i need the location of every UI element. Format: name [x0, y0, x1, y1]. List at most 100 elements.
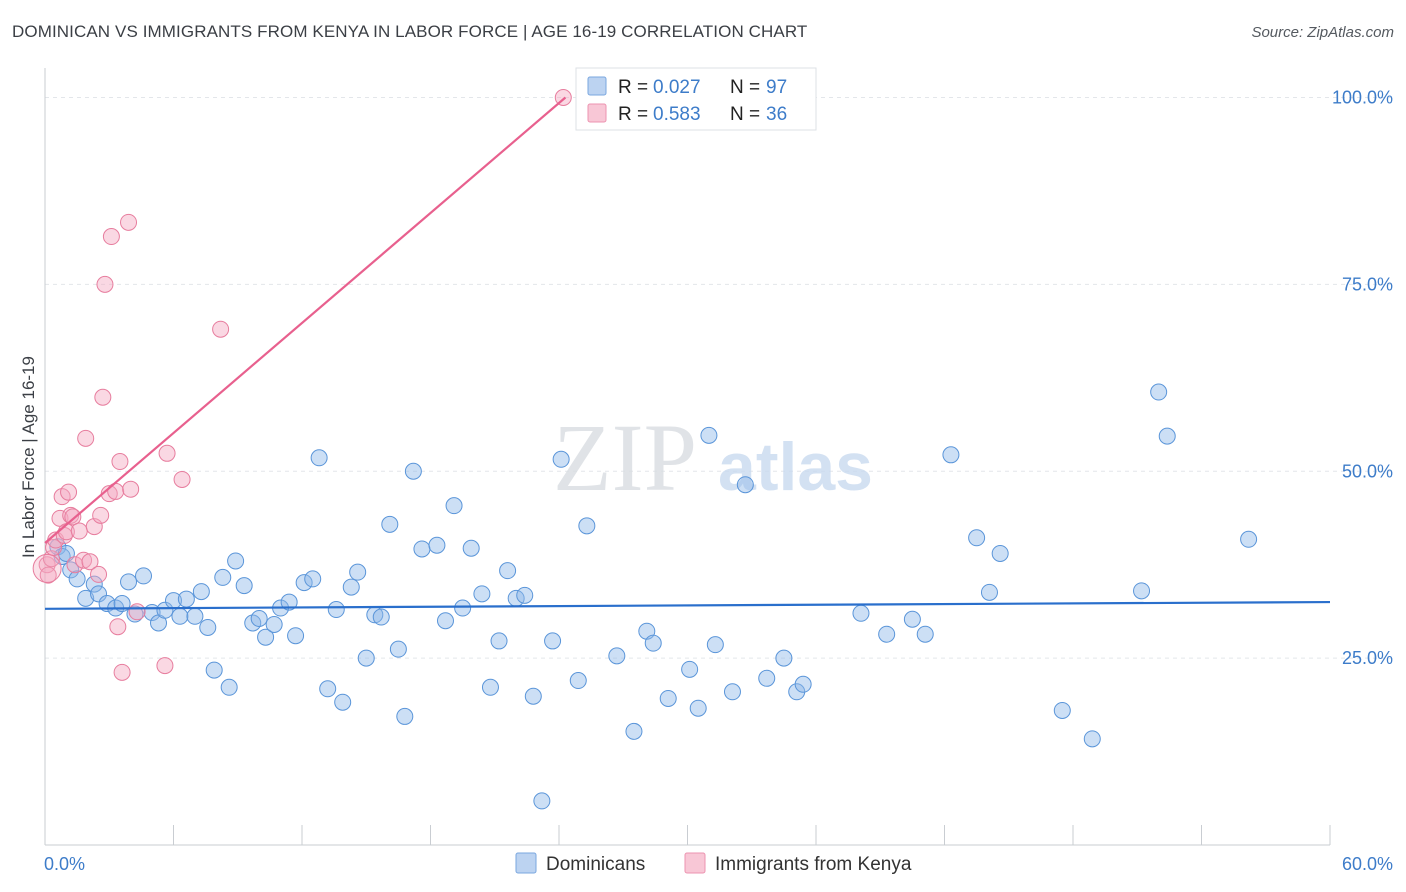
legend-n-label-2: N = [730, 104, 760, 125]
dominicans-point-89 [991, 544, 1009, 562]
dominicans-point-18 [171, 607, 189, 625]
axes [44, 68, 1331, 846]
dominicans-point-40 [334, 693, 352, 711]
watermark-atlas: atlas [718, 429, 873, 505]
dominicans-point-52 [436, 612, 454, 630]
gridlines [45, 97, 1392, 659]
y-axis-label: In Labor Force | Age 16-19 [19, 356, 38, 558]
dominicans-point-4 [68, 570, 86, 588]
dominicans-point-19 [177, 590, 195, 608]
y-tick-label-1: 50.0% [1342, 461, 1393, 481]
legend-n-value-2: 36 [766, 104, 787, 125]
legend-swatch-kenya [587, 103, 607, 123]
dominicans-point-35 [295, 574, 313, 592]
kenya-point-32 [158, 444, 176, 462]
dominicans-point-92 [1133, 582, 1151, 600]
source-label: Source: ZipAtlas.com [1251, 24, 1394, 41]
y-tick-label-2: 75.0% [1342, 274, 1393, 294]
dominicans-point-23 [205, 661, 223, 679]
bottom-legend-swatch-kenya [684, 852, 706, 874]
dominicans-point-59 [499, 562, 517, 580]
legend-n-value-1: 97 [766, 77, 787, 98]
kenya-point-27 [113, 663, 131, 681]
kenya-point-30 [128, 603, 146, 621]
dominicans-point-20 [186, 607, 204, 625]
kenya-point-18 [90, 565, 108, 583]
x-tick-label-max: 60.0% [1342, 854, 1393, 874]
dominicans-point-42 [349, 563, 367, 581]
kenya-point-large [32, 553, 62, 583]
dominicans-point-16 [156, 601, 174, 619]
dominicans-point-82 [852, 604, 870, 622]
kenya-point-9 [60, 483, 78, 501]
kenya-trend-line [44, 96, 567, 544]
dominicans-point-56 [473, 585, 491, 603]
dominicans-point-21 [192, 583, 210, 601]
kenya-point-26 [111, 453, 129, 471]
dominicans-point-88 [980, 583, 998, 601]
dominicans-point-62 [524, 687, 542, 705]
watermark-zip: ZIP [553, 404, 697, 511]
dominicans-point-77 [736, 476, 754, 494]
dominicans-point-36 [304, 570, 322, 588]
kenya-point-28 [120, 213, 138, 231]
dominicans-point-26 [227, 552, 245, 570]
dominicans-point-73 [689, 699, 707, 717]
dominicans-point-78 [758, 669, 776, 687]
dominicans-point-13 [135, 567, 153, 585]
dominicans-point-41 [342, 578, 360, 596]
dominicans-point-38 [319, 680, 337, 698]
dominicans-point-85 [916, 625, 934, 643]
kenya-point-13 [70, 522, 88, 540]
dominicans-point-65 [552, 450, 570, 468]
kenya-point-11 [64, 508, 82, 526]
dominicans-point-61 [516, 586, 534, 604]
dominicans-point-87 [968, 529, 986, 547]
series-kenya [32, 89, 572, 681]
dominicans-point-58 [490, 632, 508, 650]
kenya-point-25 [109, 618, 127, 636]
kenya-point-34 [212, 320, 230, 338]
dominicans-point-95 [1240, 530, 1258, 548]
bottom-legend-label-dominicans: Dominicans [546, 854, 645, 875]
kenya-point-21 [96, 275, 114, 293]
legend-n-label-1: N = [730, 77, 760, 98]
dominicans-point-11 [120, 573, 138, 591]
legend-r-label-1: R = [618, 77, 648, 98]
kenya-point-23 [102, 228, 120, 246]
legend-r-value-1: 0.027 [653, 77, 701, 98]
dominicans-point-27 [235, 577, 253, 595]
dominicans-point-49 [404, 462, 422, 480]
correlation-legend: R = 0.027 N = 97 R = 0.583 N = 36 [575, 67, 817, 131]
dominicans-point-12 [126, 605, 144, 623]
dominicans-point-94 [1158, 427, 1176, 445]
kenya-point-24 [107, 482, 125, 500]
kenya-point-15 [77, 429, 95, 447]
dominicans-point-54 [454, 599, 472, 617]
dominicans-point-71 [659, 689, 677, 707]
dominicans-point-37 [310, 449, 328, 467]
dominicans-point-24 [214, 568, 232, 586]
dominicans-point-76 [723, 683, 741, 701]
dominicans-point-47 [389, 640, 407, 658]
kenya-point-31 [156, 657, 174, 675]
dominicans-point-55 [462, 539, 480, 557]
dominicans-point-69 [625, 722, 643, 740]
legend-swatch-dominicans [587, 76, 607, 96]
dominicans-point-90 [1053, 701, 1071, 719]
legend-r-value-2: 0.583 [653, 104, 701, 125]
kenya-point-33 [173, 470, 191, 488]
kenya-point-16 [81, 553, 99, 571]
y-tick-label-0: 25.0% [1342, 648, 1393, 668]
dominicans-point-72 [681, 660, 699, 678]
dominicans-point-6 [85, 575, 103, 593]
dominicans-point-75 [706, 636, 724, 654]
dominicans-point-51 [428, 536, 446, 554]
dominicans-point-22 [199, 618, 217, 636]
bottom-legend-label-kenya: Immigrants from Kenya [715, 854, 912, 875]
dominicans-point-29 [250, 610, 268, 628]
dominicans-point-25 [220, 678, 238, 696]
kenya-point-19 [92, 506, 110, 524]
dominicans-point-57 [481, 678, 499, 696]
